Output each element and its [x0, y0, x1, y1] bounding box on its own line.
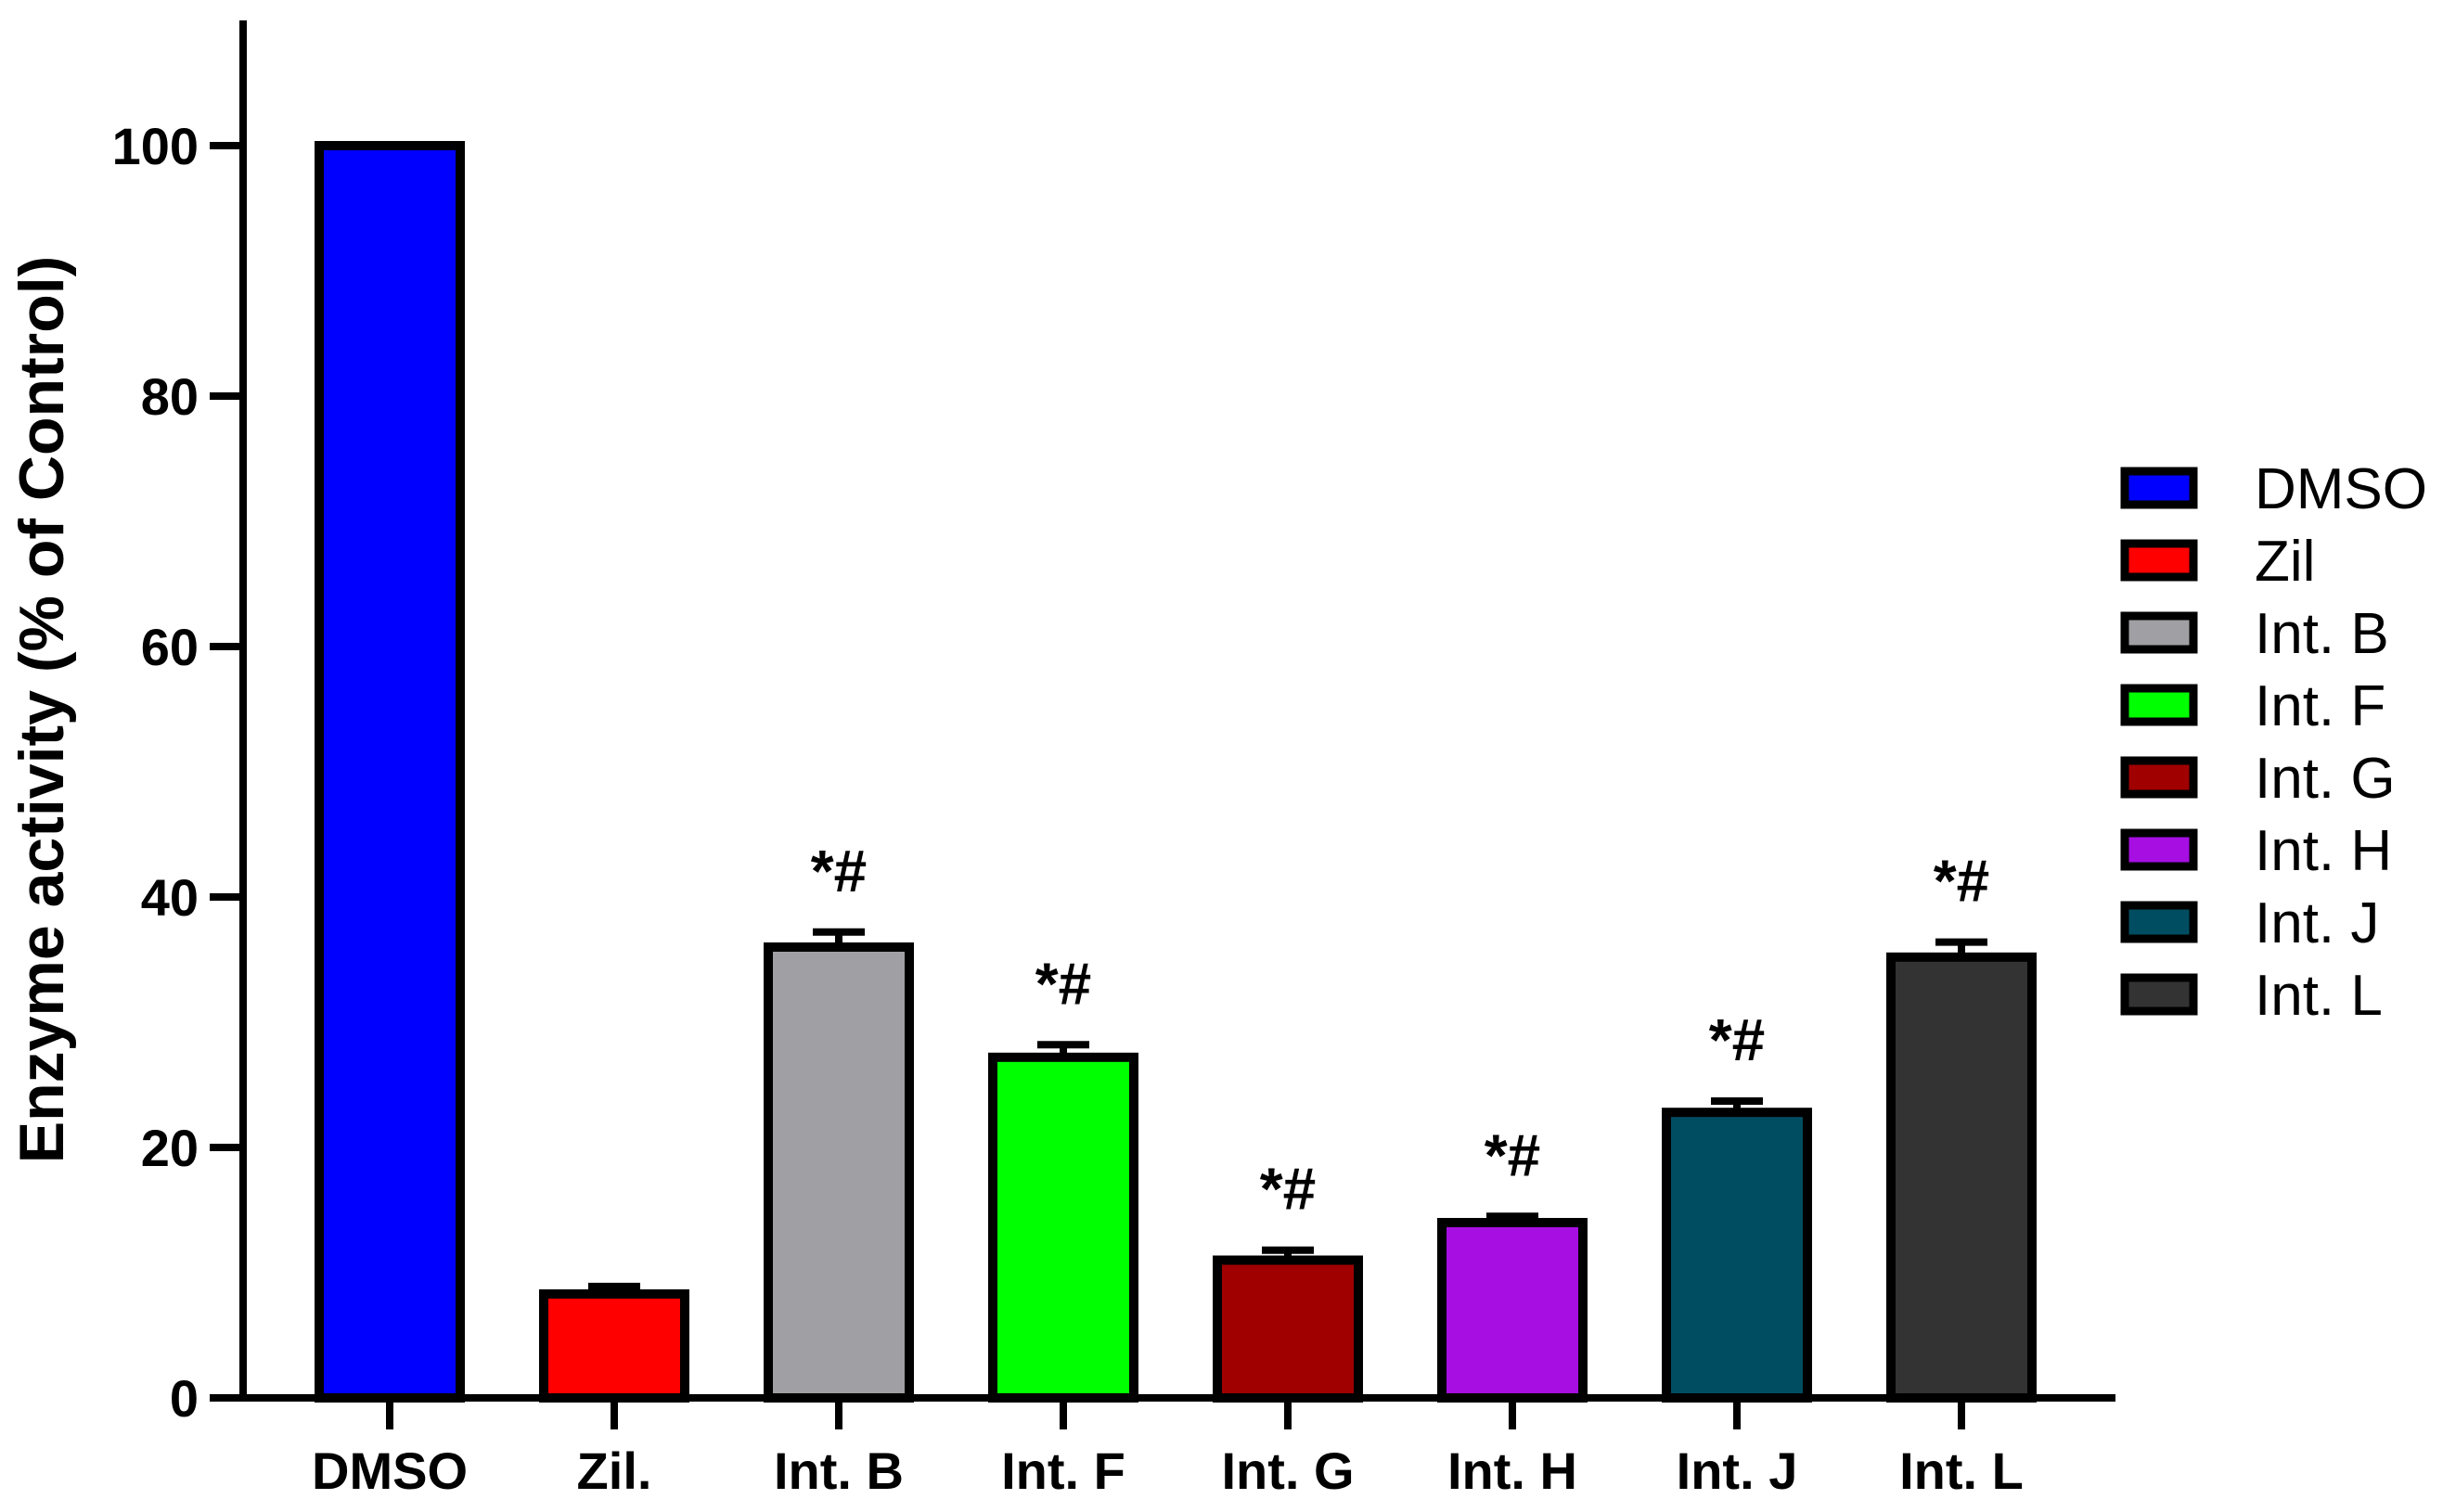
legend-swatch: [2120, 756, 2198, 799]
bar-int-l: [1886, 952, 2037, 1403]
y-axis-title: Enzyme activity (% of Control): [6, 256, 77, 1164]
legend-label: Zil: [2255, 530, 2315, 594]
x-tick-label: Int. F: [1001, 1442, 1125, 1500]
y-tick-label: 40: [141, 868, 199, 927]
legend: DMSO Zil Int. B Int. F Int. G Int. H Int. J Int…: [2120, 457, 2427, 1028]
x-tick-label: Zil.: [577, 1442, 652, 1500]
legend-swatch: [2120, 467, 2198, 509]
significance-annotation: *#: [1709, 1006, 1766, 1073]
significance-annotation: *#: [1260, 1156, 1317, 1223]
bar-int-h: [1437, 1218, 1588, 1403]
legend-swatch: [2120, 901, 2198, 943]
bars-layer: [315, 141, 2037, 1403]
y-tick-label: 80: [141, 367, 199, 426]
x-tick-label: Int. J: [1677, 1442, 1798, 1500]
x-tick-labels-layer: DMSO Zil. Int. B Int. F Int. G Int. H Int. J In…: [312, 1398, 2024, 1500]
x-tick-label: Int. H: [1447, 1442, 1577, 1500]
bar-int-f: [988, 1052, 1138, 1403]
significance-annotation: *#: [1485, 1121, 1541, 1188]
y-ticks-layer: 0 20 40 60 80 100: [112, 117, 243, 1428]
y-tick-label: 20: [141, 1119, 199, 1177]
y-tick-label: 100: [112, 117, 199, 175]
x-tick-label: Int. G: [1221, 1442, 1354, 1500]
legend-label: Int. B: [2255, 602, 2389, 666]
annotations-layer: *# *# *# *# *# *#: [811, 838, 1990, 1223]
legend-swatch: [2120, 973, 2198, 1016]
y-tick-label: 0: [170, 1369, 199, 1428]
legend-swatch: [2120, 684, 2198, 726]
bar-int-b: [764, 942, 914, 1403]
significance-annotation: *#: [1035, 950, 1092, 1017]
legend-swatch: [2120, 611, 2198, 654]
x-tick-label: Int. L: [1899, 1442, 2024, 1500]
legend-label: Int. H: [2255, 819, 2392, 883]
bar-int-j: [1662, 1108, 1812, 1403]
axes-layer: [239, 20, 2115, 1402]
legend-label: Int. L: [2255, 964, 2383, 1028]
legend-swatch: [2120, 539, 2198, 582]
bar-int-g: [1213, 1255, 1363, 1403]
bar-zil: [539, 1288, 689, 1403]
bar-dmso: [315, 141, 465, 1403]
legend-label: Int. G: [2255, 747, 2396, 811]
legend-swatch: [2120, 828, 2198, 871]
x-tick-label: DMSO: [312, 1442, 468, 1500]
y-tick-label: 60: [141, 618, 199, 676]
significance-annotation: *#: [811, 838, 868, 904]
error-bars-layer: [588, 928, 1987, 1294]
significance-annotation: *#: [1934, 848, 1990, 915]
legend-label: Int. J: [2255, 891, 2379, 955]
legend-label: DMSO: [2255, 457, 2427, 521]
x-tick-label: Int. B: [774, 1442, 904, 1500]
legend-label: Int. F: [2255, 674, 2385, 738]
